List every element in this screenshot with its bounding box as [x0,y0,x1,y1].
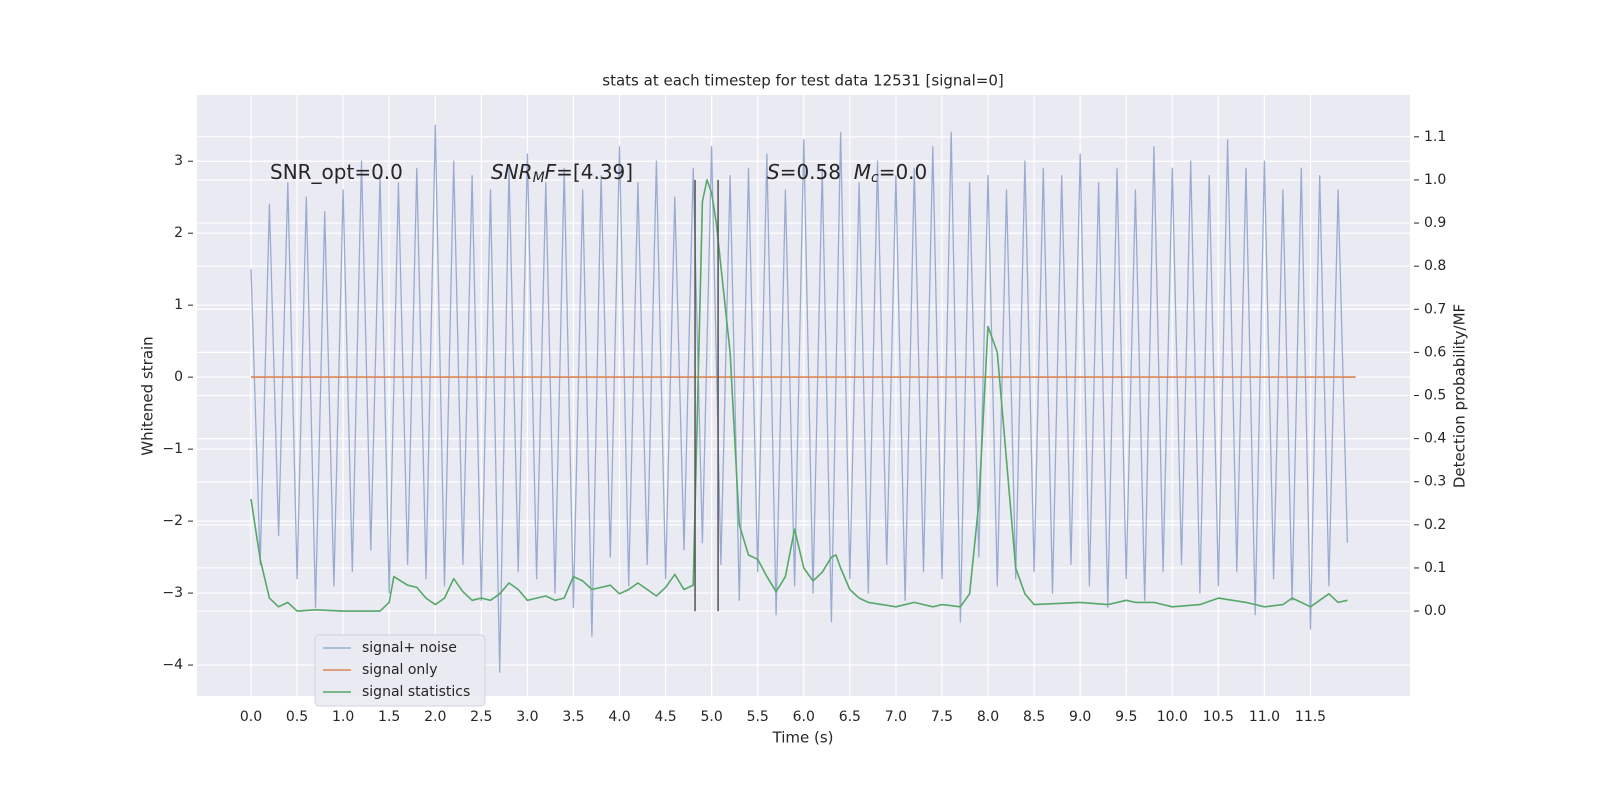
x-tick-label: 8.0 [977,709,999,725]
x-tick-label: 0.5 [286,709,308,725]
y-tick-label: 0 [174,369,183,385]
y-tick-label: −3 [162,585,183,601]
x-tick-label: 6.5 [839,709,861,725]
annotation-part: F [545,160,557,184]
annotation-part: SNR [491,160,533,184]
x-axis-label: Time (s) [772,729,834,747]
x-tick-label: 10.5 [1203,709,1234,725]
chart-title: stats at each timestep for test data 125… [602,72,1003,90]
annotation-part: SNR_opt=0.0 [270,160,403,184]
annotation: SNRMF=[4.39] [491,160,633,187]
annotation-part: S [767,160,780,184]
x-tick-label: 5.5 [747,709,769,725]
y2-tick-label: 1.1 [1424,129,1446,145]
y-tick-label: −4 [162,657,183,673]
x-tick-label: 10.0 [1157,709,1188,725]
x-tick-label: 6.0 [793,709,815,725]
x-tick-label: 1.5 [378,709,400,725]
x-tick-label: 4.0 [608,709,630,725]
y2-tick-label: 1.0 [1424,172,1446,188]
x-tick-label: 7.0 [885,709,907,725]
annotation-part: =0.58 [780,160,854,184]
x-tick-label: 3.0 [516,709,538,725]
annotation-part: M [854,160,871,184]
y2-axis-label: Detection probability/MF [1451,304,1469,488]
x-tick-label: 0.0 [240,709,262,725]
annotation-part: M [533,170,545,186]
y-axis-label: Whitened strain [139,336,157,455]
y2-tick-label: 0.9 [1424,215,1446,231]
legend-label: signal only [362,662,437,678]
x-tick-label: 4.5 [654,709,676,725]
x-tick-label: 11.5 [1295,709,1326,725]
x-tick-label: 1.0 [332,709,354,725]
y2-tick-label: 0.6 [1424,344,1446,360]
annotation-part: =0.0 [879,160,928,184]
legend-label: signal+ noise [362,640,457,656]
y2-tick-label: 0.7 [1424,301,1446,317]
annotation-part: c [871,170,879,186]
x-tick-label: 3.5 [562,709,584,725]
y2-tick-label: 0.1 [1424,560,1446,576]
y2-tick-label: 0.4 [1424,431,1446,447]
x-tick-label: 8.5 [1023,709,1045,725]
x-tick-label: 11.0 [1249,709,1280,725]
x-tick-label: 5.0 [701,709,723,725]
x-tick-label: 2.0 [424,709,446,725]
x-tick-label: 2.5 [470,709,492,725]
annotation-part: =[4.39] [556,160,633,184]
y-tick-label: −1 [162,441,183,457]
y-tick-label: 1 [174,297,183,313]
y2-tick-label: 0.5 [1424,388,1446,404]
y-tick-label: −2 [162,513,183,529]
y-tick-label: 2 [174,225,183,241]
legend-label: signal statistics [362,684,470,700]
x-tick-label: 7.5 [931,709,953,725]
y2-tick-label: 0.3 [1424,474,1446,490]
legend-box [314,634,486,707]
y2-tick-label: 0.8 [1424,258,1446,274]
y2-tick-label: 0.0 [1424,603,1446,619]
y-tick-label: 3 [174,153,183,169]
annotation: S=0.58 Mc=0.0 [767,160,927,187]
series-line [250,124,1349,673]
annotation: SNR_opt=0.0 [270,160,403,184]
x-tick-label: 9.0 [1069,709,1091,725]
y2-tick-label: 0.2 [1424,517,1446,533]
x-tick-label: 9.5 [1115,709,1137,725]
